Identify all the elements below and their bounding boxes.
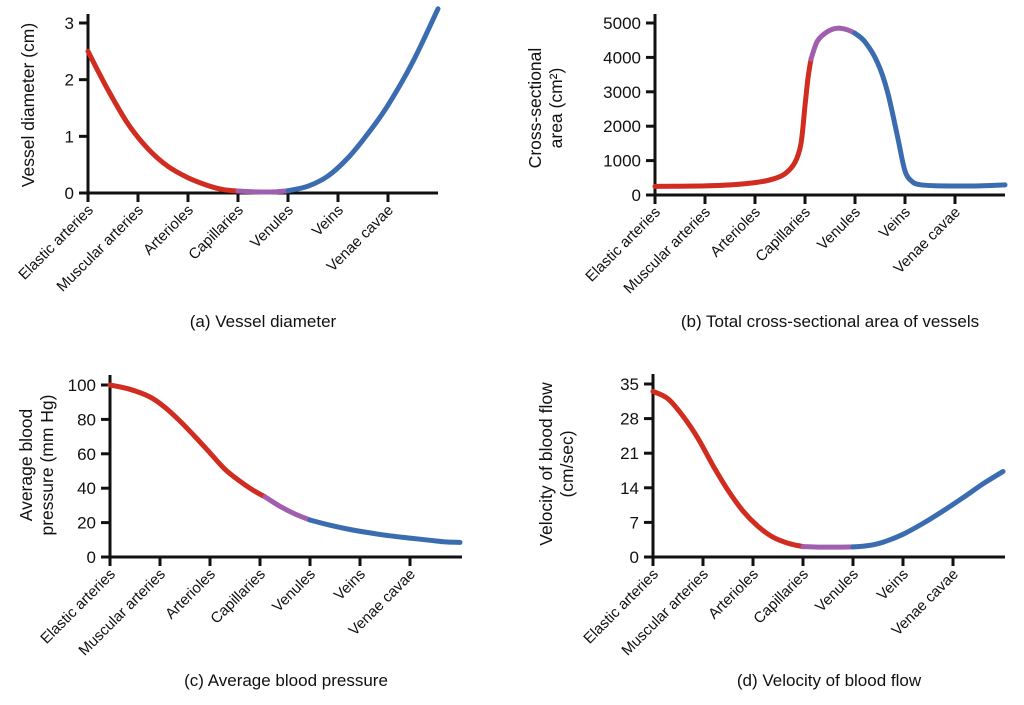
y-tick-label: 0 xyxy=(87,548,96,567)
y-tick-label: 1 xyxy=(65,127,74,146)
y-tick-label: 3 xyxy=(65,14,74,33)
category-label: Capillaries xyxy=(207,566,269,628)
curve-segment-capillary_purple xyxy=(808,25,858,62)
category-label: Muscular arteries xyxy=(618,566,711,659)
y-tick-label: 21 xyxy=(620,444,639,463)
curve-segment-venous_blue xyxy=(285,6,441,194)
panel-blood-pressure: 0 20 40 60 80 100 Elastic arteries Muscular art… xyxy=(0,350,512,705)
category-label: Muscular arteries xyxy=(620,204,713,297)
category-label: Venules xyxy=(269,566,319,616)
y-tick-label: 60 xyxy=(77,445,96,464)
y-tick-label: 14 xyxy=(620,479,639,498)
panel-cross-sectional-area: 0 1000 2000 3000 4000 5000 Elastic arteries Mus… xyxy=(512,0,1024,350)
y-tick-label: 3000 xyxy=(603,83,641,102)
y-tick-label: 80 xyxy=(77,410,96,429)
curve-segment-venous_blue xyxy=(852,30,1008,189)
y-tick-label: 40 xyxy=(77,479,96,498)
y-tick-label: 100 xyxy=(68,376,96,395)
curve-segment-arterial_red xyxy=(85,48,241,194)
category-label: Muscular arteries xyxy=(53,202,146,295)
curve-segment-capillary_purple xyxy=(262,494,313,523)
category-label: Venules xyxy=(247,202,297,252)
curve-segment-arterial_red xyxy=(652,56,814,189)
y-tick-label: 28 xyxy=(620,410,639,429)
y-tick-label: 2000 xyxy=(603,117,641,136)
y-axis-title: Average blood pressure (mm Hg) xyxy=(16,394,57,536)
y-tick-label: 0 xyxy=(630,548,639,567)
y-axis-title: Velocity of blood flow (cm/sec) xyxy=(536,382,577,546)
category-label: Veins xyxy=(874,566,912,604)
curve-segment-venous_blue xyxy=(850,469,1006,550)
chart-caption: (a) Vessel diameter xyxy=(189,312,337,331)
curve-segment-arterial_red xyxy=(107,382,268,500)
curve-segment-capillary_purple xyxy=(235,188,291,195)
y-tick-label: 0 xyxy=(632,186,641,205)
category-label: Veins xyxy=(876,204,914,242)
category-label: Venules xyxy=(814,204,864,254)
y-tick-label: 35 xyxy=(620,375,639,394)
chart-caption: (b) Total cross-sectional area of vessel… xyxy=(680,312,980,331)
panel-blood-velocity: 0 7 14 21 28 35 Elastic arteries Muscular arter… xyxy=(512,350,1024,705)
category-label: Veins xyxy=(309,202,347,240)
chart-caption: (c) Average blood pressure xyxy=(184,671,388,690)
y-tick-label: 5000 xyxy=(603,14,641,33)
y-tick-label: 7 xyxy=(630,513,639,532)
category-label: Capillaries xyxy=(752,204,814,266)
y-tick-label: 2 xyxy=(65,71,74,90)
category-label: Capillaries xyxy=(750,566,812,628)
panel-vessel-diameter: 0 1 2 3 Elastic arteries Muscular arteries Art… xyxy=(0,0,512,350)
y-axis-title: Vessel diameter (cm) xyxy=(17,22,38,188)
y-tick-label: 4000 xyxy=(603,48,641,67)
curve-segment-arterial_red xyxy=(650,388,806,550)
y-tick-label: 0 xyxy=(65,184,74,203)
curve-segment-venous_blue xyxy=(307,517,463,545)
y-axis-title: Cross-sectional area (cm²) xyxy=(525,47,566,169)
curve-segment-capillary_purple xyxy=(800,544,856,550)
y-tick-label: 1000 xyxy=(603,152,641,171)
chart-caption: (d) Velocity of blood flow xyxy=(736,671,922,690)
category-label: Veins xyxy=(331,566,369,604)
category-label: Venules xyxy=(812,566,862,616)
y-tick-label: 20 xyxy=(77,514,96,533)
category-label: Capillaries xyxy=(185,202,247,264)
category-label: Muscular arteries xyxy=(75,566,168,659)
